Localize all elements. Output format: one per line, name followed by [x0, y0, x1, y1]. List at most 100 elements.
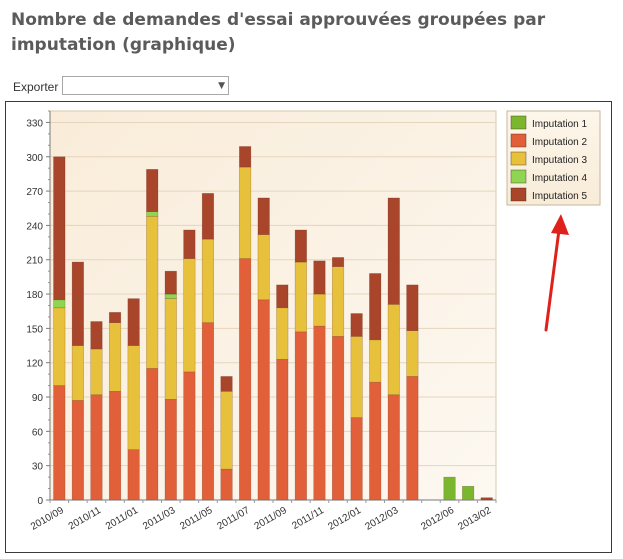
bar-segment-imputation-3: [276, 307, 289, 360]
y-tick-label: 90: [32, 393, 44, 404]
bar-segment-imputation-2: [406, 376, 419, 501]
bar-segment-imputation-3: [387, 304, 400, 396]
bar-segment-imputation-5: [164, 270, 177, 295]
x-tick-label: 2011/05: [178, 505, 215, 532]
bar-segment-imputation-2: [146, 368, 159, 501]
bar-segment-imputation-2: [369, 381, 382, 501]
bar-segment-imputation-5: [239, 146, 252, 168]
bar-segment-imputation-3: [369, 339, 382, 383]
bar-segment-imputation-5: [146, 169, 159, 212]
y-tick-label: 180: [26, 290, 43, 301]
plot-area: [49, 110, 497, 501]
bar-segment-imputation-1: [462, 485, 475, 501]
bar-segment-imputation-5: [369, 273, 382, 341]
bar-segment-imputation-2: [239, 258, 252, 501]
bar-segment-imputation-2: [387, 394, 400, 501]
bar-segment-imputation-3: [146, 215, 159, 369]
y-tick-label: 0: [37, 496, 43, 507]
legend-swatch: [510, 115, 527, 130]
bar-segment-imputation-3: [257, 234, 270, 301]
bar-segment-imputation-2: [90, 394, 103, 501]
bar-segment-imputation-5: [406, 284, 419, 331]
bar-segment-imputation-4: [53, 299, 66, 309]
x-tick-label: 2013/02: [456, 505, 493, 533]
x-tick-label: 2012/06: [419, 505, 456, 533]
legend-label: Imputation 5: [532, 191, 587, 202]
bar-segment-imputation-5: [127, 298, 140, 346]
bar-segment-imputation-2: [71, 400, 84, 501]
bar-segment-imputation-3: [313, 293, 326, 327]
bar-segment-imputation-4: [164, 293, 177, 299]
legend-label: Imputation 1: [532, 119, 587, 130]
bar-segment-imputation-3: [406, 330, 419, 377]
bar-segment-imputation-5: [220, 376, 233, 392]
x-tick-label: 2011/07: [215, 505, 252, 532]
bar-segment-imputation-2: [276, 358, 289, 501]
page-title: Nombre de demandes d'essai approuvées gr…: [11, 10, 546, 55]
bar-segment-imputation-2: [294, 331, 307, 501]
bar-segment-imputation-2: [108, 391, 122, 501]
bar-segment-imputation-2: [350, 417, 363, 501]
bar-segment-imputation-5: [276, 284, 289, 309]
x-tick-label: 2012/01: [326, 505, 363, 533]
x-tick-label: 2012/03: [363, 505, 400, 533]
x-tick-label: 2010/11: [67, 505, 104, 532]
bar-segment-imputation-3: [239, 166, 252, 259]
bar-segment-imputation-3: [201, 238, 215, 323]
bar-segment-imputation-5: [350, 313, 363, 337]
y-tick-label: 120: [26, 359, 43, 370]
bar-segment-imputation-5: [331, 257, 345, 267]
bar-segment-imputation-2: [331, 336, 345, 501]
bar-segment-imputation-3: [164, 298, 177, 400]
y-tick-label: 210: [26, 256, 43, 267]
y-tick-label: 240: [26, 221, 43, 232]
legend-label: Imputation 3: [532, 155, 587, 166]
bar-segment-imputation-5: [257, 197, 270, 235]
bar-segment-imputation-5: [71, 261, 84, 346]
x-tick-label: 2011/03: [141, 505, 178, 532]
export-select[interactable]: ▼: [62, 76, 229, 95]
bar-segment-imputation-3: [183, 258, 196, 373]
bar-segment-imputation-2: [127, 449, 140, 501]
bar-segment-imputation-3: [294, 261, 307, 333]
bar-segment-imputation-3: [220, 391, 233, 470]
bar-segment-imputation-3: [90, 348, 103, 396]
y-tick-label: 300: [26, 153, 43, 164]
legend-label: Imputation 2: [532, 137, 587, 148]
bar-segment-imputation-2: [220, 468, 233, 501]
bar-segment-imputation-1: [443, 476, 456, 501]
bar-segment-imputation-3: [108, 322, 122, 392]
bar-segment-imputation-2: [53, 385, 66, 501]
x-tick-label: 2011/11: [290, 505, 326, 532]
bar-segment-imputation-2: [183, 371, 196, 501]
y-tick-label: 330: [26, 118, 43, 129]
chevron-down-icon[interactable]: ▼: [218, 81, 225, 91]
annotation-arrow-shaft: [544, 228, 561, 332]
annotation-arrow-head: [551, 214, 569, 235]
bar-segment-imputation-5: [201, 193, 215, 240]
x-tick-label: 2010/09: [29, 505, 66, 533]
bar-segment-imputation-2: [257, 299, 270, 501]
chart-frame: 0 30 60 90 120 150 180 210 240 270 300 330 2010/09 20…: [5, 101, 612, 553]
y-tick-label: 60: [32, 427, 44, 438]
bar-segment-imputation-5: [53, 156, 66, 301]
export-label: Exporter: [13, 80, 59, 94]
bar-segment-imputation-3: [350, 336, 363, 418]
bar-segment-imputation-5: [480, 497, 493, 501]
x-tick-label: 2011/09: [253, 505, 290, 532]
legend-swatch: [510, 187, 527, 202]
legend-swatch: [510, 133, 527, 148]
bar-segment-imputation-3: [53, 307, 66, 386]
bar-segment-imputation-5: [313, 260, 326, 295]
bar-segment-imputation-4: [146, 211, 159, 217]
legend-label: Imputation 4: [532, 173, 587, 184]
bar-segment-imputation-5: [183, 229, 196, 259]
legend-swatch: [510, 169, 527, 184]
bar-segment-imputation-2: [313, 325, 326, 501]
bar-segment-imputation-2: [164, 399, 177, 501]
bar-segment-imputation-3: [331, 266, 345, 337]
y-tick-label: 270: [26, 187, 43, 198]
bar-segment-imputation-3: [71, 345, 84, 401]
y-tick-label: 30: [32, 462, 44, 473]
